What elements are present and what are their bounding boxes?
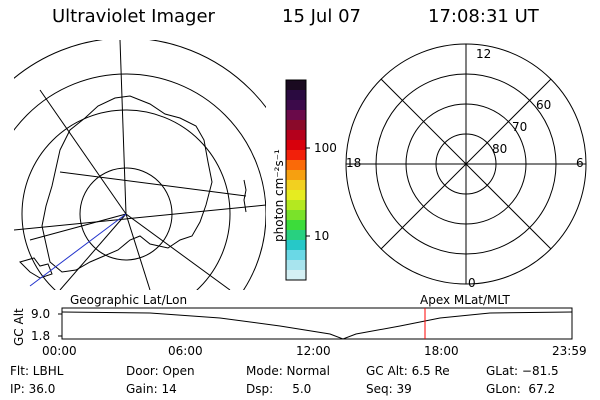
date-readout: 15 Jul 07	[282, 6, 361, 27]
coastline-fragment	[243, 179, 247, 213]
timeline-frame	[61, 307, 573, 340]
status-glat: GLat: −81.5	[486, 364, 559, 378]
color-bar-segment	[286, 270, 306, 281]
satellite-track	[29, 213, 127, 287]
color-bar-unit-label: photon cm⁻²s⁻¹	[272, 149, 286, 242]
color-bar-segment	[286, 220, 306, 231]
time-readout: 17:08:31 UT	[428, 6, 539, 27]
color-bar-segment	[286, 130, 306, 141]
color-bar-segment	[286, 190, 306, 201]
map-meridian	[125, 213, 231, 290]
color-bar-segment	[286, 150, 306, 161]
app-title: Ultraviolet Imager	[52, 6, 215, 27]
status-glon: GLon: 67.2	[486, 382, 556, 396]
color-bar-frame	[285, 79, 307, 281]
status-door: Door: Open	[126, 364, 195, 378]
color-bar-tick-10: 10	[314, 229, 330, 243]
timeline-x-tick-2359: 23:59	[552, 344, 587, 358]
map-meridian	[125, 213, 151, 290]
color-bar-segment	[286, 250, 306, 261]
timeline-y-tick-1-8: 1.8	[31, 329, 51, 343]
color-bar-segment	[286, 170, 306, 181]
map-horizon-line	[14, 204, 266, 231]
timeline-x-tick-1800: 18:00	[424, 344, 459, 358]
dial-label-6: 6	[576, 156, 584, 170]
map-meridian	[29, 213, 127, 241]
altitude-curve	[61, 311, 573, 340]
color-bar	[285, 79, 310, 281]
color-bar-segment	[286, 240, 306, 251]
color-bar-segment	[286, 160, 306, 171]
timeline-left-label: Geographic Lat/Lon	[70, 293, 188, 307]
antarctica-coastline	[41, 95, 213, 273]
color-bar-segment	[286, 120, 306, 131]
color-bar-segment	[286, 200, 306, 211]
dial-label-lat-60: 60	[536, 98, 552, 112]
map-lat-circle-1	[14, 73, 266, 290]
timeline-x-tick-0600: 06:00	[168, 344, 203, 358]
color-bar-segment	[286, 90, 306, 101]
map-meridian	[119, 40, 127, 215]
status-seq: Seq: 39	[366, 382, 412, 396]
color-bar-segment	[286, 110, 306, 121]
timeline-x-tick-1200: 12:00	[296, 344, 331, 358]
status-dsp: Dsp: 5.0	[246, 382, 312, 396]
dial-label-lat-70: 70	[512, 120, 528, 134]
map-arc-line	[59, 171, 247, 197]
dial-line-diagonal	[380, 78, 552, 250]
map-meridian	[59, 213, 127, 290]
timeline-right-label: Apex MLat/MLT	[420, 293, 510, 307]
map-lat-circle-outer	[21, 109, 231, 290]
timeline-y-tick-9: 9.0	[31, 307, 51, 321]
dial-label-18: 18	[346, 156, 362, 170]
color-bar-segment	[286, 100, 306, 111]
status-gc-alt: GC Alt: 6.5 Re	[366, 364, 450, 378]
mlt-dial	[345, 43, 587, 285]
color-bar-tick-100: 100	[314, 141, 337, 155]
timeline-x-tick-0000: 00:00	[42, 344, 77, 358]
color-bar-segment	[286, 260, 306, 271]
timeline-plot	[58, 307, 573, 340]
dial-label-0: 0	[468, 276, 476, 290]
status-mode: Mode: Normal	[246, 364, 330, 378]
color-bar-segment	[286, 140, 306, 151]
dial-label-lat-80: 80	[492, 142, 508, 156]
color-bar-segment	[286, 180, 306, 191]
status-ip: IP: 36.0	[10, 382, 56, 396]
color-bar-segment	[286, 80, 306, 91]
status-gain: Gain: 14	[126, 382, 177, 396]
color-bar-segment	[286, 230, 306, 241]
timeline-y-axis-label: GC Alt	[12, 308, 26, 346]
map-meridian	[39, 89, 127, 215]
dial-label-12: 12	[476, 47, 492, 61]
coastline-fragment	[19, 257, 53, 279]
status-flt: Flt: LBHL	[10, 364, 64, 378]
color-bar-segment	[286, 210, 306, 221]
